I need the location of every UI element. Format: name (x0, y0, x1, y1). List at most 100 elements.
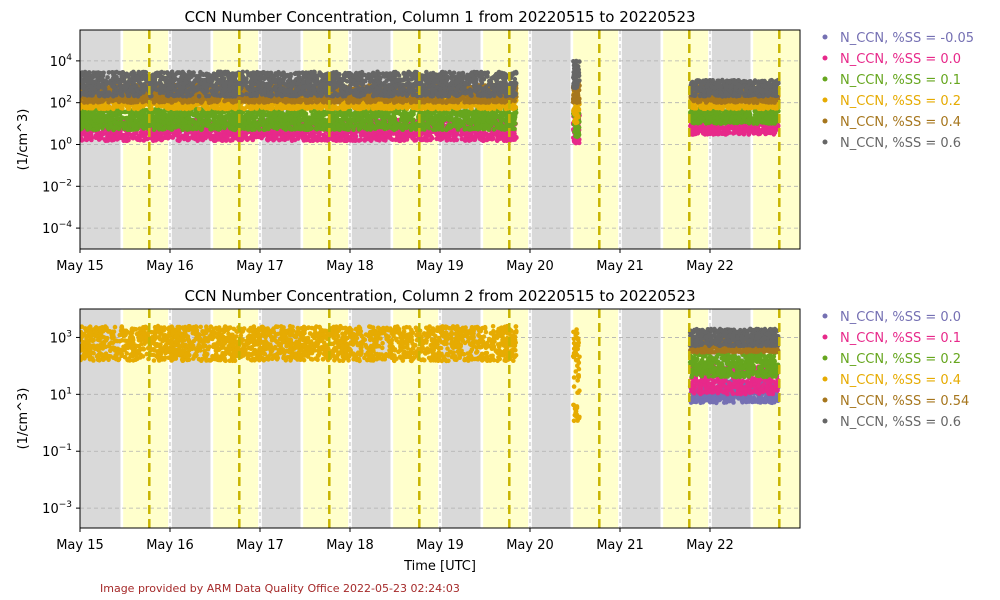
data-point (707, 131, 712, 136)
data-point (343, 114, 349, 120)
data-point (428, 118, 434, 123)
data-point (369, 137, 374, 142)
data-point (215, 119, 220, 125)
data-point (513, 121, 518, 126)
data-point (100, 118, 105, 124)
data-point (206, 114, 212, 119)
data-point (301, 127, 307, 132)
data-point (386, 124, 392, 130)
data-point (733, 128, 739, 134)
data-point (243, 121, 248, 127)
data-point (472, 137, 478, 143)
data-point (396, 122, 401, 127)
data-point (451, 138, 457, 143)
data-point (130, 133, 136, 139)
data-point (305, 137, 311, 142)
data-point (203, 110, 209, 116)
data-point (287, 125, 293, 130)
data-point (277, 114, 283, 120)
data-point (477, 132, 482, 137)
data-point (371, 111, 377, 116)
data-point (108, 124, 113, 130)
data-point (175, 124, 181, 129)
data-point (80, 127, 83, 132)
data-point (272, 136, 278, 141)
data-point (482, 126, 488, 131)
data-point (576, 133, 581, 139)
data-point (216, 127, 221, 132)
data-point (362, 138, 368, 143)
data-point (477, 136, 483, 142)
night-band (531, 30, 571, 249)
data-point (473, 116, 479, 121)
data-point (349, 131, 355, 137)
data-point (133, 118, 139, 124)
data-point (383, 132, 389, 137)
chart-panel-1: CCN Number Concentration, Column 1 from … (16, 8, 974, 274)
data-point (280, 134, 285, 139)
data-point (119, 123, 125, 129)
data-point (400, 134, 406, 139)
data-point (512, 110, 517, 116)
data-point (488, 111, 494, 116)
data-point (232, 127, 238, 133)
data-point (264, 137, 270, 142)
data-point (394, 126, 399, 131)
data-point (370, 125, 376, 130)
data-point (717, 126, 722, 132)
data-point (137, 110, 143, 116)
data-point (82, 124, 87, 129)
data-point (245, 126, 251, 131)
data-point (422, 127, 427, 132)
data-point (140, 132, 145, 137)
data-point (406, 115, 412, 121)
data-point (389, 136, 394, 142)
data-point (331, 135, 337, 140)
data-point (770, 127, 775, 133)
data-point (457, 110, 462, 116)
data-point (725, 128, 730, 133)
data-point (321, 112, 326, 117)
data-point (368, 118, 374, 124)
data-point (423, 137, 429, 143)
data-point (491, 136, 496, 141)
data-point (469, 126, 475, 132)
data-point (162, 126, 167, 132)
data-point (690, 129, 696, 135)
data-point (285, 136, 291, 141)
data-point (247, 112, 252, 117)
data-point (208, 127, 213, 132)
data-point (358, 137, 364, 143)
data-point (420, 120, 426, 125)
data-point (185, 137, 191, 143)
data-point (425, 113, 431, 118)
data-point (359, 116, 365, 121)
data-point (259, 135, 264, 141)
data-point (400, 127, 406, 132)
data-point (382, 126, 388, 132)
data-point (203, 132, 209, 137)
data-point (144, 107, 149, 113)
data-point (407, 111, 413, 116)
data-point (457, 117, 463, 123)
data-point (125, 127, 130, 132)
data-point (295, 111, 300, 117)
data-point (337, 127, 342, 133)
data-point (454, 132, 460, 137)
data-point (98, 123, 103, 128)
data-point (221, 137, 226, 143)
data-point (383, 112, 389, 117)
data-point (433, 127, 439, 132)
data-point (445, 124, 451, 129)
data-point (409, 134, 414, 140)
data-point (127, 113, 133, 119)
data-point (251, 114, 257, 119)
data-point (88, 113, 93, 118)
data-point (404, 124, 410, 129)
data-point (429, 135, 435, 141)
data-point (477, 112, 482, 118)
data-point (308, 115, 314, 121)
data-point (313, 126, 319, 131)
data-point (254, 122, 260, 128)
data-point (268, 123, 273, 129)
